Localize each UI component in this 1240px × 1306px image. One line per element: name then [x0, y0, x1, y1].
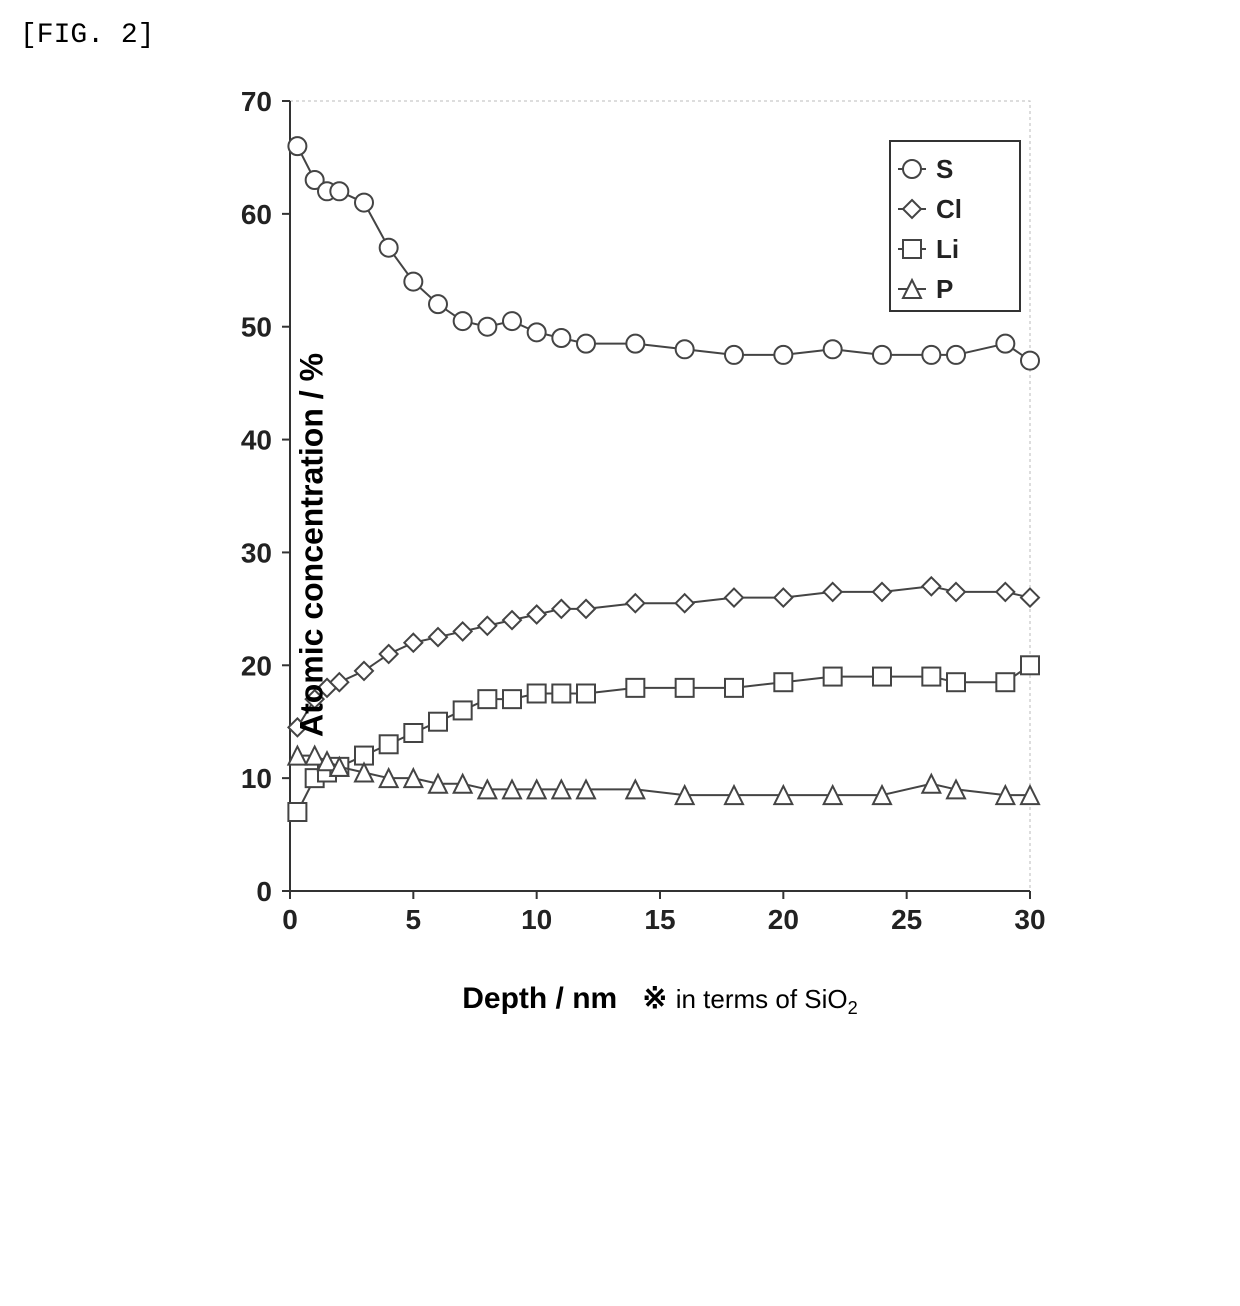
svg-text:50: 50 — [241, 312, 272, 343]
svg-text:Li: Li — [936, 234, 959, 264]
svg-text:15: 15 — [644, 904, 675, 935]
x-axis-note: in terms of SiO2 — [676, 984, 858, 1014]
x-axis-label: Depth / nm ※ in terms of SiO2 — [250, 981, 1070, 1019]
svg-text:40: 40 — [241, 425, 272, 456]
svg-text:30: 30 — [241, 537, 272, 568]
svg-text:30: 30 — [1014, 904, 1045, 935]
figure-caption: [FIG. 2] — [20, 20, 1220, 51]
svg-text:20: 20 — [768, 904, 799, 935]
svg-text:70: 70 — [241, 86, 272, 117]
svg-text:5: 5 — [406, 904, 422, 935]
svg-text:20: 20 — [241, 650, 272, 681]
x-axis-note-symbol: ※ — [642, 982, 667, 1015]
chart-container: Atomic concentration / % 010203040506070… — [170, 71, 1070, 1019]
svg-text:0: 0 — [282, 904, 298, 935]
svg-text:0: 0 — [256, 876, 272, 907]
y-axis-label: Atomic concentration / % — [294, 353, 331, 737]
svg-text:Cl: Cl — [936, 194, 962, 224]
x-axis-note-sub: 2 — [848, 998, 858, 1018]
svg-text:25: 25 — [891, 904, 922, 935]
svg-text:60: 60 — [241, 199, 272, 230]
svg-text:10: 10 — [241, 763, 272, 794]
svg-text:S: S — [936, 154, 953, 184]
svg-text:P: P — [936, 274, 953, 304]
svg-text:10: 10 — [521, 904, 552, 935]
x-axis-label-main: Depth / nm — [462, 982, 617, 1015]
x-axis-note-text: in terms of SiO — [676, 984, 848, 1014]
